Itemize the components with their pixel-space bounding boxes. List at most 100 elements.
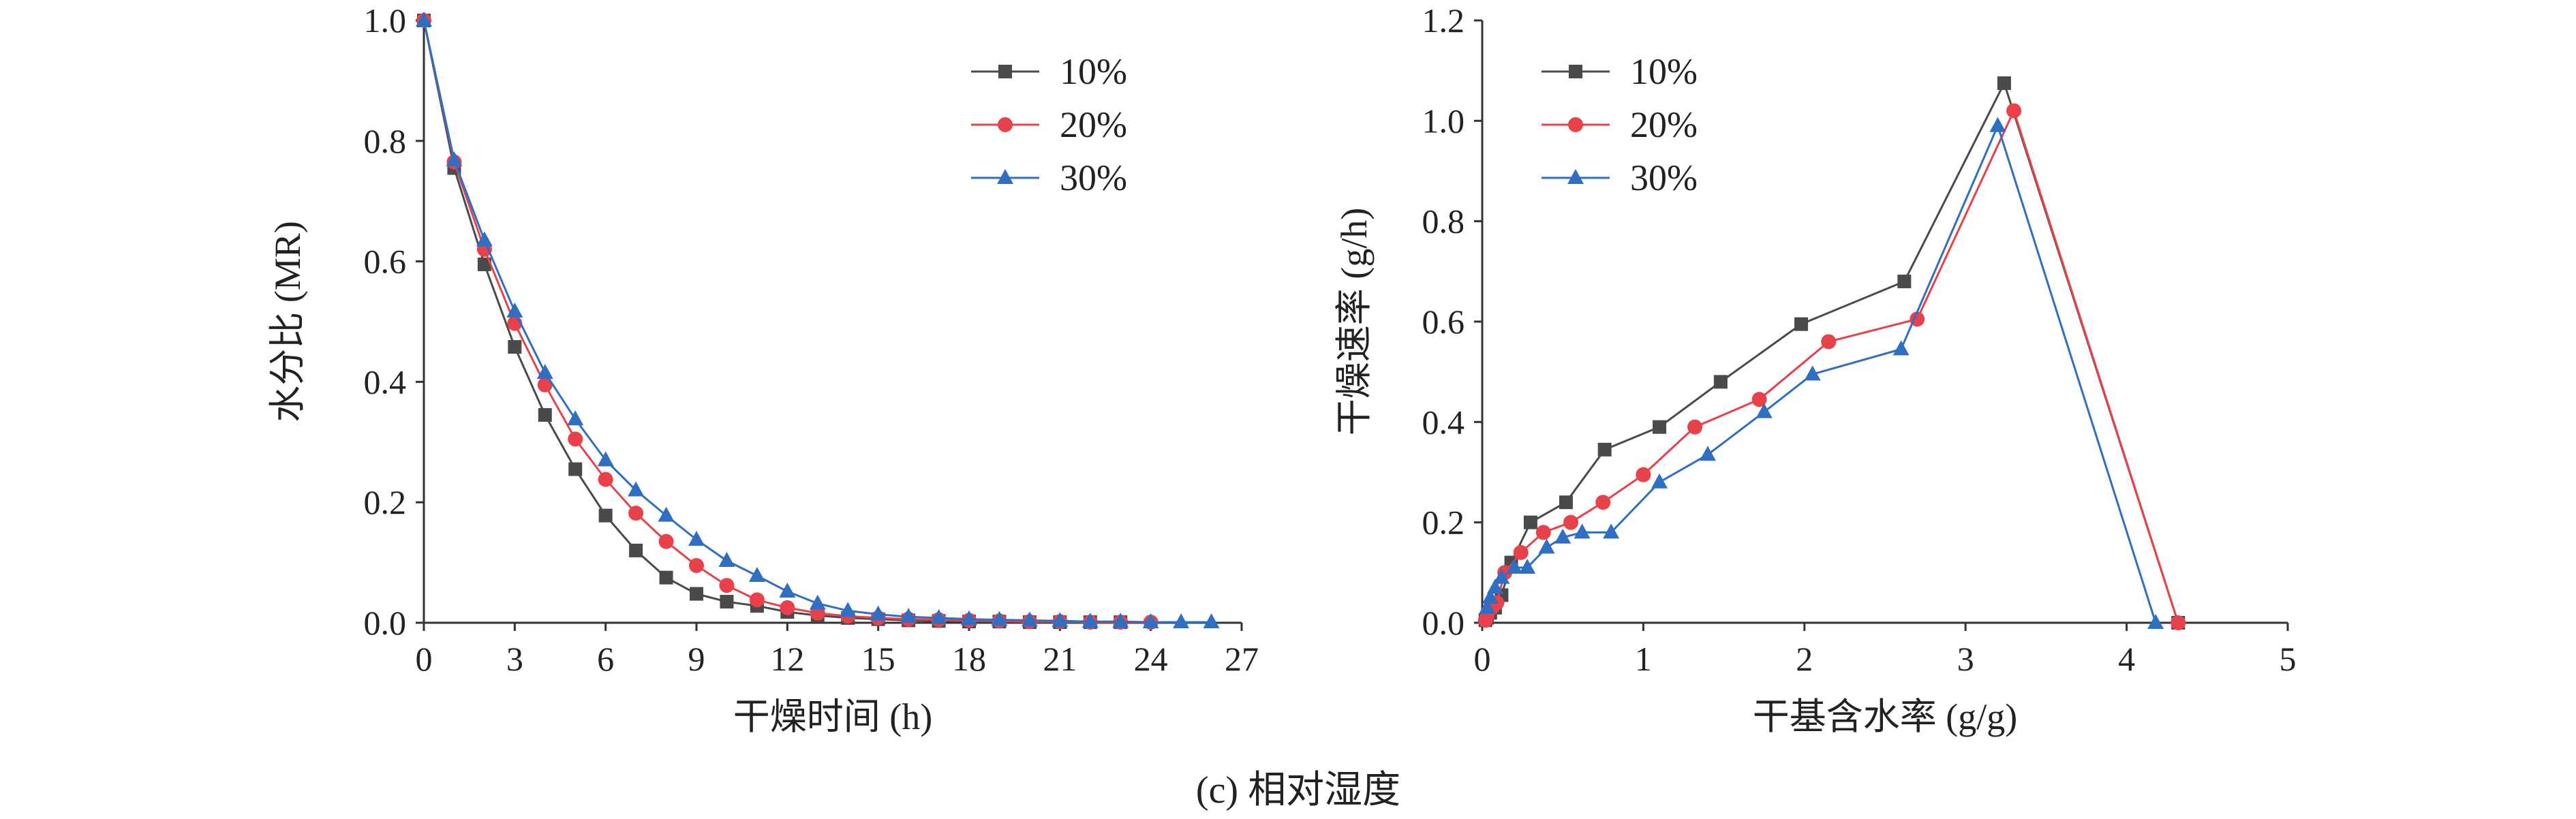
data-point [659, 570, 673, 585]
data-point [870, 605, 887, 621]
y-tick-label: 0.2 [364, 483, 407, 521]
legend-label: 30% [1630, 157, 1698, 198]
data-point [1804, 365, 1821, 381]
data-point [1052, 612, 1069, 628]
x-tick-label: 5 [2280, 640, 2297, 678]
data-point [568, 431, 583, 447]
x-tick-label: 3 [1957, 640, 1974, 678]
series-10pct [1478, 76, 2186, 630]
legend: 10% 20% 30% [1542, 51, 1698, 198]
legend-label: 10% [1630, 51, 1698, 92]
x-axis-title: 干基含水率 (g/g) [1753, 696, 2017, 737]
x-tick-label: 4 [2118, 640, 2135, 678]
data-point [598, 472, 613, 487]
y-tick-label: 0.8 [364, 122, 407, 160]
data-point [720, 595, 734, 609]
data-point [809, 594, 826, 610]
legend-label: 20% [1630, 104, 1698, 145]
x-tick-label: 18 [952, 640, 986, 678]
data-point [1482, 589, 1499, 604]
data-point [991, 611, 1008, 626]
data-point [629, 543, 643, 557]
data-point [536, 364, 553, 380]
data-point [718, 551, 735, 567]
data-point [506, 302, 523, 318]
y-tick-label: 0.0 [1422, 604, 1465, 642]
data-point [597, 451, 614, 467]
data-point [1897, 275, 1912, 289]
chart-moisture-ratio: 0 3 6 9 12 15 18 21 24 27 0.0 0.2 0.4 0.6 0.8 1.0 干燥时间 (… [267, 1, 1259, 737]
series-10pct [417, 14, 1128, 630]
y-tick-label: 0.6 [1422, 303, 1465, 341]
series-30pct [1479, 117, 2164, 629]
data-point [1997, 76, 2011, 91]
data-point [567, 410, 584, 426]
data-point [1513, 544, 1529, 560]
data-point [779, 583, 796, 598]
data-point [1173, 613, 1190, 629]
data-point [1486, 578, 1503, 594]
legend-marker [998, 117, 1013, 132]
data-point [689, 558, 704, 574]
y-axis-title: 水分比 (MR) [267, 221, 308, 422]
data-point [1699, 446, 1716, 461]
series-30pct [416, 12, 1220, 629]
data-point [1574, 523, 1591, 539]
y-tick-label: 1.2 [1422, 1, 1465, 40]
data-point [628, 506, 644, 521]
data-point [538, 408, 552, 422]
legend-marker [997, 169, 1013, 184]
data-point [658, 534, 674, 549]
data-point [1651, 473, 1668, 489]
x-tick-label: 0 [1474, 640, 1491, 678]
data-point [1559, 495, 1573, 510]
legend-label: 20% [1060, 104, 1127, 145]
data-point [1892, 340, 1910, 356]
data-point [1597, 442, 1612, 457]
series-line [1484, 80, 2179, 623]
x-tick-label: 0 [416, 640, 433, 678]
x-tick-label: 3 [506, 640, 523, 678]
legend-label: 30% [1060, 157, 1127, 198]
data-point [1082, 613, 1099, 628]
x-tick-label: 1 [1635, 640, 1652, 678]
data-point [446, 151, 463, 167]
x-tick-label: 15 [861, 640, 895, 678]
data-point [2147, 614, 2164, 629]
data-point [748, 567, 765, 583]
y-tick-label: 1.0 [1422, 102, 1465, 140]
data-point [1479, 598, 1496, 614]
y-tick-label: 0.6 [364, 243, 407, 281]
data-point [1687, 419, 1703, 435]
data-point [719, 578, 735, 593]
data-point [1112, 613, 1129, 628]
x-tick-label: 2 [1796, 640, 1813, 678]
data-point [537, 377, 553, 392]
x-tick-label: 24 [1134, 640, 1168, 678]
legend-marker [1569, 65, 1582, 78]
data-point [1563, 514, 1579, 530]
data-point [1021, 611, 1038, 627]
x-tick-label: 27 [1225, 640, 1259, 678]
data-point [1142, 613, 1159, 629]
data-point [508, 340, 522, 354]
x-tick-label: 9 [688, 640, 705, 678]
data-point [961, 610, 977, 625]
data-point [1989, 117, 2006, 132]
x-axis-title: 干燥时间 (h) [733, 696, 932, 737]
data-point [1523, 515, 1537, 529]
data-point [1794, 317, 1809, 331]
legend-marker [1568, 117, 1583, 132]
data-point [1636, 467, 1651, 482]
data-point [1203, 613, 1220, 629]
data-point [2171, 615, 2186, 630]
data-point [1653, 420, 1667, 434]
data-point [690, 587, 703, 601]
series-20pct [416, 13, 1159, 630]
data-point [1751, 392, 1767, 407]
x-tick-label: 12 [770, 640, 804, 678]
data-point [780, 600, 795, 615]
data-point [1755, 403, 1773, 418]
data-point [900, 608, 917, 623]
y-tick-label: 0.4 [364, 362, 407, 401]
